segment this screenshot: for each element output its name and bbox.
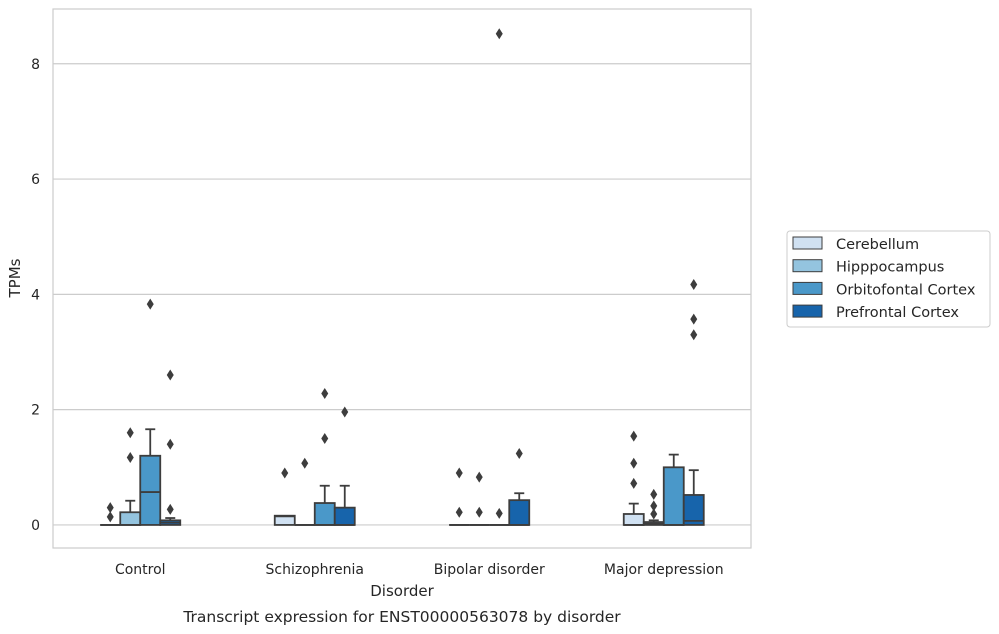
legend-item: Prefrontal Cortex [792, 304, 959, 321]
outlier-point [126, 427, 134, 439]
legend-swatch [792, 281, 823, 295]
outlier-point [475, 471, 483, 483]
y-axis-ticks: 0 2 4 6 8 [31, 57, 40, 534]
legend-item: Orbitofontal Cortex [792, 281, 976, 298]
outlier-point [166, 369, 174, 381]
outlier-point [321, 388, 329, 400]
outlier-point [475, 506, 483, 518]
outlier-point [630, 477, 638, 489]
outlier-point [455, 467, 463, 479]
outlier-point [126, 451, 134, 463]
series-cerebellum [100, 430, 645, 526]
box [682, 279, 705, 526]
outlier-point [495, 28, 503, 40]
legend-label: Hipppocampus [836, 260, 944, 276]
box-body [662, 466, 685, 526]
chart-caption: Transcript expression for ENST0000056307… [182, 608, 621, 626]
legend-swatch [792, 259, 823, 273]
y-axis-label: TPMs [6, 258, 24, 298]
box [294, 457, 315, 526]
outlier-point [630, 430, 638, 442]
outlier-point [106, 502, 114, 514]
outlier-point [630, 457, 638, 469]
outlier-point [166, 438, 174, 450]
box-body [508, 499, 531, 526]
x-axis-label: Disorder [370, 582, 434, 600]
box [469, 471, 490, 526]
box [119, 427, 142, 526]
outlier-point [301, 457, 309, 469]
x-tick-label: Major depression [604, 562, 724, 578]
box [662, 453, 685, 526]
box-body [682, 494, 705, 526]
outlier-point [146, 298, 154, 310]
outlier-point [690, 329, 698, 341]
y-tick-label: 6 [31, 172, 40, 188]
box [139, 298, 162, 526]
box-series [100, 28, 705, 526]
legend-label: Cerebellum [836, 237, 919, 253]
legend-swatch [792, 304, 823, 318]
box [273, 467, 296, 526]
y-tick-label: 2 [31, 403, 40, 419]
box-body [119, 511, 142, 526]
outlier-point [650, 488, 658, 500]
outlier-point [455, 506, 463, 518]
outlier-point [515, 447, 523, 459]
plot-frame [52, 8, 752, 549]
box-body [333, 506, 356, 526]
box [333, 406, 356, 526]
series-orbitofontal-cortex [139, 28, 685, 526]
outlier-point [341, 406, 349, 418]
box [449, 467, 470, 526]
y-tick-label: 0 [31, 518, 40, 534]
legend-label: Orbitofontal Cortex [836, 282, 976, 298]
box-body [139, 454, 162, 526]
legend-swatch [792, 236, 823, 250]
x-tick-label: Bipolar disorder [434, 562, 545, 578]
box-body [622, 513, 645, 526]
outlier-point [690, 279, 698, 291]
y-tick-label: 4 [31, 287, 40, 303]
outlier-point [495, 507, 503, 519]
y-tick-label: 8 [31, 57, 40, 73]
legend-item: Cerebellum [792, 236, 919, 253]
box [642, 488, 665, 526]
legend: Cerebellum Hipppocampus Orbitofontal Corte… [786, 230, 991, 328]
box [313, 388, 336, 526]
outlier-point [106, 511, 114, 523]
legend-frame [786, 230, 991, 328]
outlier-point [650, 500, 658, 512]
x-axis-ticks: Control Schizophrenia Bipolar disorder Majo… [115, 562, 724, 578]
box [508, 447, 531, 526]
box [489, 28, 510, 526]
outlier-point [166, 503, 174, 515]
outlier-point [281, 467, 289, 479]
legend-item: Hipppocampus [792, 259, 944, 276]
box [159, 369, 182, 526]
series-hipppocampus [119, 427, 665, 526]
box-body [313, 502, 336, 526]
box [100, 502, 121, 526]
outlier-point [650, 508, 658, 520]
box [622, 430, 645, 526]
outlier-point [321, 432, 329, 444]
outlier-point [690, 313, 698, 325]
series-prefrontal-cortex [159, 279, 705, 526]
legend-label: Prefrontal Cortex [836, 305, 959, 321]
x-tick-label: Schizophrenia [266, 562, 364, 578]
x-tick-label: Control [115, 562, 166, 578]
